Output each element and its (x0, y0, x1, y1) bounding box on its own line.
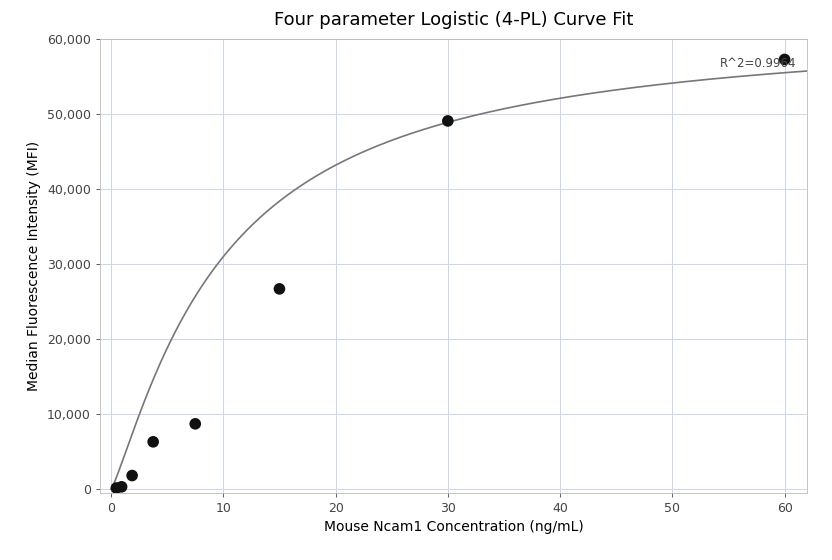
Point (778, 55, 791, 64)
Point (146, 437, 160, 446)
Y-axis label: Median Fluorescence Intensity (MFI): Median Fluorescence Intensity (MFI) (27, 141, 42, 391)
Point (110, 483, 123, 492)
Point (189, 419, 202, 428)
Title: Four parameter Logistic (4-PL) Curve Fit: Four parameter Logistic (4-PL) Curve Fit (274, 11, 633, 29)
X-axis label: Mouse Ncam1 Concentration (ng/mL): Mouse Ncam1 Concentration (ng/mL) (324, 520, 583, 534)
Point (126, 471, 139, 480)
Text: R^2=0.9964: R^2=0.9964 (720, 57, 796, 71)
Point (441, 116, 454, 125)
Point (115, 482, 128, 491)
Point (273, 284, 286, 293)
